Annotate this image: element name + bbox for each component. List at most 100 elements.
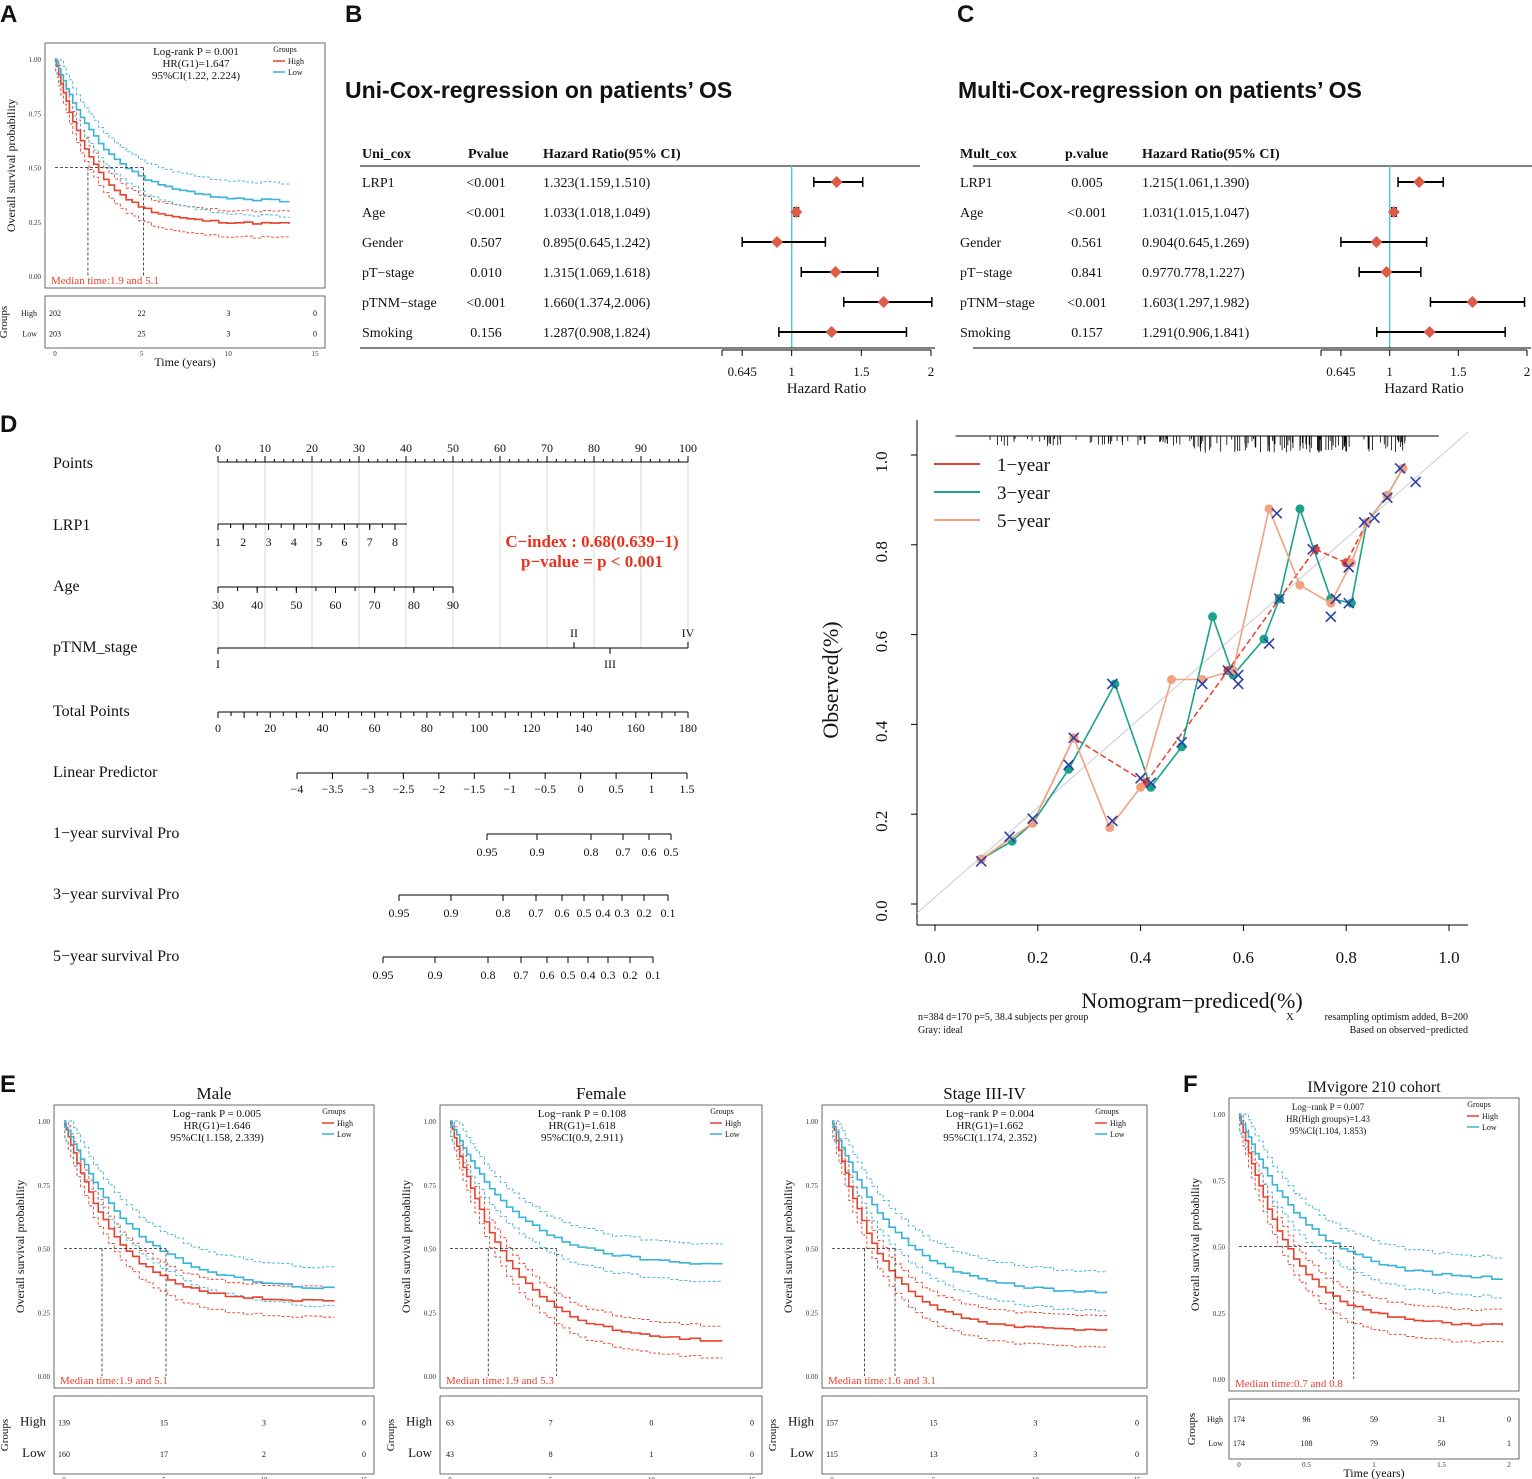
calib-xlabel: Nomogram−prediced(%) [1081, 988, 1302, 1013]
forest-axis-label: Hazard Ratio [1384, 381, 1464, 397]
forest-row-ci: 1.323(1.159,1.510) [543, 176, 651, 191]
km-xtick: 15 [1134, 1476, 1142, 1479]
nomogram-row-label: Age [53, 578, 80, 595]
km-ytick: 1.00 [424, 1118, 437, 1126]
km-ytick: 0.75 [29, 110, 42, 118]
forest-title: Multi-Cox-regression on patients’ OS [958, 77, 1362, 103]
forest-row-name: Smoking [362, 326, 413, 341]
nomogram-ticklabel: 40 [400, 441, 412, 455]
forest-row-name: pT−stage [960, 266, 1012, 281]
km-risk-low-value: 203 [49, 330, 61, 339]
km-xtick: 10 [1032, 1476, 1040, 1479]
panel-letter-E: E [0, 1071, 16, 1098]
forest-row-p: 0.841 [1071, 266, 1103, 281]
nomogram-ticklabel: −2 [432, 782, 445, 796]
km-plot-frame [44, 42, 326, 289]
calib-ytick-label: 1.0 [872, 451, 891, 472]
km-xtick: 0 [1237, 1461, 1241, 1469]
nomogram-row-label: LRP1 [53, 517, 90, 534]
calib-point [1197, 675, 1207, 684]
calib-xtick-label: 0.6 [1233, 948, 1254, 967]
km-ytick: 0.25 [38, 1309, 51, 1317]
km-risk-low-value: 3 [226, 330, 230, 339]
km-xtick: 5 [549, 1476, 553, 1479]
km-legend-high: High [288, 57, 304, 66]
km-risk-low-value: 25 [138, 330, 146, 339]
km-ylabel: Overall survival probability [13, 1180, 27, 1313]
km-plot-frame [53, 1104, 375, 1389]
km-xtick: 10 [648, 1476, 656, 1479]
calib-point [1177, 742, 1187, 752]
km-ci: 95%CI(1.158, 2.339) [170, 1132, 264, 1144]
forest-row-name: Age [362, 206, 385, 221]
forest-row-name: Gender [362, 236, 404, 251]
nomogram-ticklabel: 0.4 [596, 906, 611, 920]
nomogram-ticklabel: 0.95 [477, 845, 498, 859]
nomogram-ticklabel: 80 [588, 441, 600, 455]
forest-axis-ticklabel: 1.5 [853, 364, 869, 379]
forest-row-ci: 1.603(1.297,1.982) [1142, 296, 1250, 311]
km-high-ci-lower [450, 1120, 723, 1359]
km-low-ci-lower [55, 58, 290, 218]
calib-point [1136, 782, 1146, 792]
forest-row-p: <0.001 [466, 176, 505, 191]
nomogram-ticklabel: 0.3 [601, 968, 616, 982]
km-xtick: 15 [749, 1476, 757, 1479]
km-risk-high-value: 63 [446, 1419, 454, 1428]
nomogram-ticklabel: −3 [362, 782, 375, 796]
nomogram-ticklabel: 0.5 [561, 968, 576, 982]
forest-row-ci: 1.215(1.061,1.390) [1142, 176, 1250, 191]
km-risk-low-label: Low [790, 1445, 814, 1460]
nomogram-ticklabel: 0.9 [444, 906, 459, 920]
forest-row-ci: 0.895(0.645,1.242) [543, 236, 651, 251]
km-ylabel: Overall survival probability [1188, 1178, 1202, 1311]
km-logrank: Log−rank P = 0.108 [538, 1108, 627, 1120]
km-ytick: 0.50 [38, 1246, 51, 1254]
forest-axis-label: Hazard Ratio [787, 381, 867, 397]
km-legend-low: Low [1110, 1130, 1125, 1139]
km-legend-low: Low [337, 1130, 352, 1139]
calib-cross [1003, 831, 1016, 843]
nomogram-row-label: Total Points [53, 703, 130, 720]
km-ci: 95%CI(1.174, 2.352) [943, 1132, 1037, 1144]
km-risk-low-value: 160 [58, 1450, 70, 1459]
km-risk-low-value: 1 [649, 1450, 653, 1459]
calib-cross [1271, 507, 1283, 519]
km-low-ci-upper [1239, 1113, 1503, 1259]
forest-hr-diamond [790, 206, 803, 218]
nomogram-row-label: 3−year survival Pro [53, 886, 179, 903]
nomogram-row-label: Points [53, 455, 93, 472]
calib-point [1295, 580, 1305, 590]
forest-axis-ticklabel: 1 [788, 364, 795, 379]
forest-axis-ticklabel: 2 [1524, 364, 1531, 379]
km-median-text: Median time:0.7 and 0.8 [1235, 1378, 1343, 1390]
km-legend-title: Groups [1467, 1100, 1491, 1109]
km-low-curve [54, 58, 290, 203]
km-hr: HR(G1)=1.646 [183, 1120, 251, 1132]
km-ytick: 0.25 [806, 1309, 819, 1317]
km-xlabel: Time (years) [1343, 1466, 1404, 1479]
calib-cross [1263, 638, 1275, 650]
km-risk-table-frame [44, 295, 326, 349]
calib-cross [1232, 669, 1244, 681]
nomogram-ticklabel: 0.2 [637, 906, 652, 920]
km-ylabel: Overall survival probability [4, 99, 18, 232]
forest-header-label: Hazard Ratio(95% CI) [543, 147, 681, 162]
calib-cross [1325, 611, 1337, 623]
calib-cross [1343, 597, 1355, 609]
km-ytick: 0.00 [1213, 1376, 1226, 1384]
forest-row-ci: 1.031(1.015,1.047) [1142, 206, 1250, 221]
forest-row-name: Age [960, 206, 983, 221]
nomogram-ticklabel: 0.6 [642, 845, 657, 859]
calib-footnote: resampling optimism added, B=200 [1325, 1012, 1468, 1023]
km-low-ci-upper [450, 1120, 723, 1245]
calib-ylabel: Observed(%) [818, 621, 843, 738]
calib-ytick-label: 0.0 [872, 900, 891, 921]
km-hr: HR(High groups)=1.43 [1286, 1114, 1371, 1124]
km-xtick: 1.5 [1437, 1461, 1446, 1469]
nomogram-ticklabel: 0 [578, 782, 584, 796]
forest-title: Uni-Cox-regression on patients’ OS [345, 77, 732, 103]
nomogram-ticklabel: 5 [316, 535, 322, 549]
km-xtick: 0 [53, 350, 57, 358]
forest-row-name: pT−stage [362, 266, 414, 281]
